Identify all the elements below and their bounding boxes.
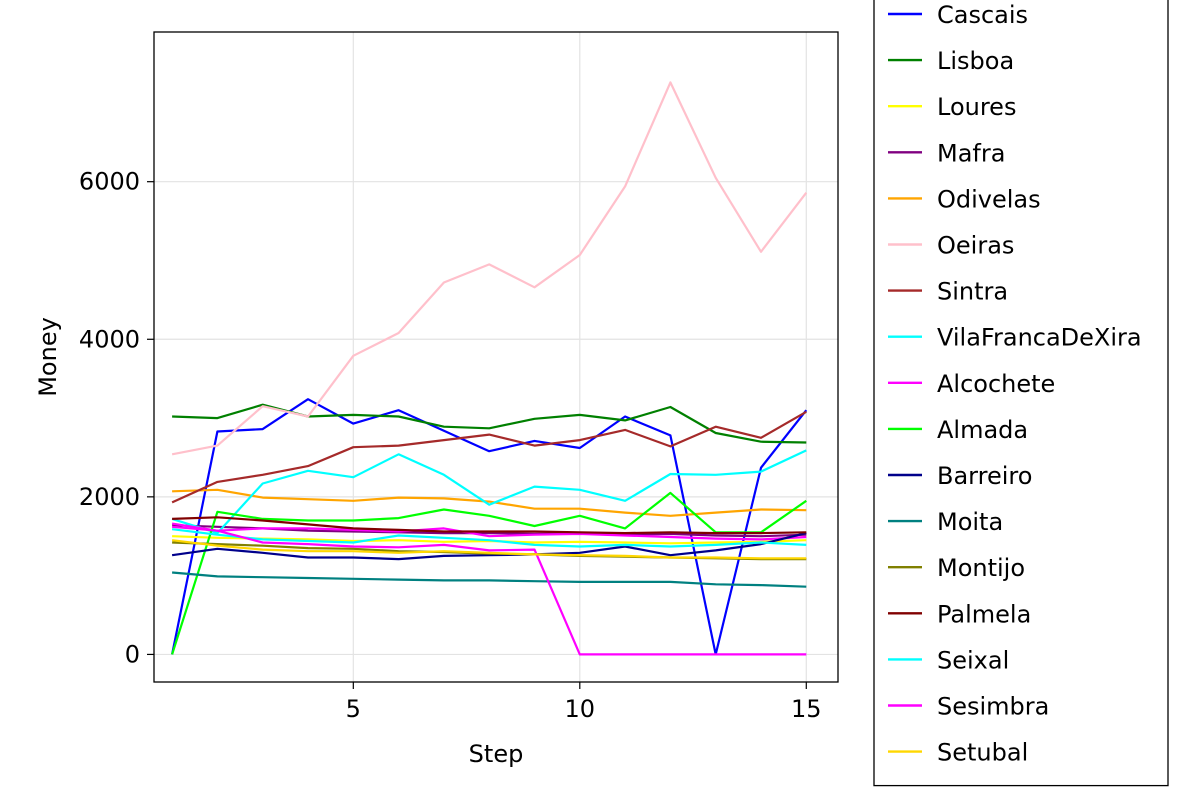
series-line-almada xyxy=(171,491,807,655)
series-line-seixal xyxy=(171,528,807,548)
legend-label: Sintra xyxy=(937,278,1008,306)
legend-label: VilaFrancaDeXira xyxy=(937,324,1142,352)
x-tick-label: 15 xyxy=(791,695,822,723)
y-tick-label: 0 xyxy=(125,640,140,668)
legend-item: VilaFrancaDeXira xyxy=(888,324,1142,352)
legend-label: Sesimbra xyxy=(937,693,1049,721)
legend-label: Oeiras xyxy=(937,232,1014,260)
x-tick-label: 10 xyxy=(565,695,596,723)
legend-label: Odivelas xyxy=(937,185,1041,213)
legend-item: Odivelas xyxy=(888,185,1041,213)
legend-label: Seixal xyxy=(937,646,1009,674)
y-tick-label: 2000 xyxy=(79,483,140,511)
legend-label: Almada xyxy=(937,416,1028,444)
legend-item: Almada xyxy=(888,416,1028,444)
legend-label: Setubal xyxy=(937,739,1028,767)
series-line-palmela xyxy=(172,516,807,535)
series-line-sesimbra xyxy=(172,525,807,656)
legend-frame xyxy=(873,0,1169,787)
legend-item: Moita xyxy=(888,508,1003,536)
legend-label: Palmela xyxy=(937,600,1031,628)
legend-item: Setubal xyxy=(888,739,1028,767)
legend-item: Palmela xyxy=(888,600,1031,628)
legend-label: Alcochete xyxy=(937,370,1055,398)
series-line-vilafrancadexira xyxy=(171,449,807,535)
y-tick-label: 6000 xyxy=(79,168,140,196)
legend-label: Barreiro xyxy=(937,462,1032,490)
grid-lines xyxy=(154,32,838,682)
legend-item: Alcochete xyxy=(888,370,1055,398)
y-axis-label: Money xyxy=(34,317,62,397)
plot-frame xyxy=(153,31,839,683)
legend-item: Montijo xyxy=(888,554,1025,582)
series-line-barreiro xyxy=(171,532,807,561)
legend-label: Moita xyxy=(937,508,1003,536)
legend-label: Loures xyxy=(937,93,1016,121)
legend-item: Sintra xyxy=(888,278,1008,306)
x-axis-ticks: 5 10 15 xyxy=(346,682,822,723)
legend-item: Loures xyxy=(888,93,1016,121)
series-line-alcochete xyxy=(171,522,807,541)
series-line-cascais xyxy=(171,398,808,656)
legend-item: Seixal xyxy=(888,646,1009,674)
legend-item: Oeiras xyxy=(888,232,1014,260)
series-line-moita xyxy=(172,571,807,588)
y-axis-ticks: 0 2000 4000 6000 xyxy=(79,168,154,668)
legend-item: Cascais xyxy=(888,1,1028,29)
series-line-setubal xyxy=(171,539,807,560)
legend-label: Montijo xyxy=(937,554,1025,582)
series-line-oeiras xyxy=(171,81,808,456)
legend-item: Barreiro xyxy=(888,462,1032,490)
series-line-sintra xyxy=(171,410,807,504)
legend-item: Mafra xyxy=(888,139,1005,167)
legend-label: Lisboa xyxy=(937,47,1014,75)
series-lines xyxy=(171,81,808,656)
legend-label: Cascais xyxy=(937,1,1028,29)
x-tick-label: 5 xyxy=(346,695,361,723)
legend-item: Lisboa xyxy=(888,47,1014,75)
series-line-odivelas xyxy=(172,488,807,517)
legend: Cascais Lisboa Loures Mafra Odivelas Oeiras Si… xyxy=(873,0,1169,787)
legend-item: Sesimbra xyxy=(888,693,1049,721)
y-tick-label: 4000 xyxy=(79,325,140,353)
legend-label: Mafra xyxy=(937,139,1005,167)
x-axis-label: Step xyxy=(469,740,524,768)
